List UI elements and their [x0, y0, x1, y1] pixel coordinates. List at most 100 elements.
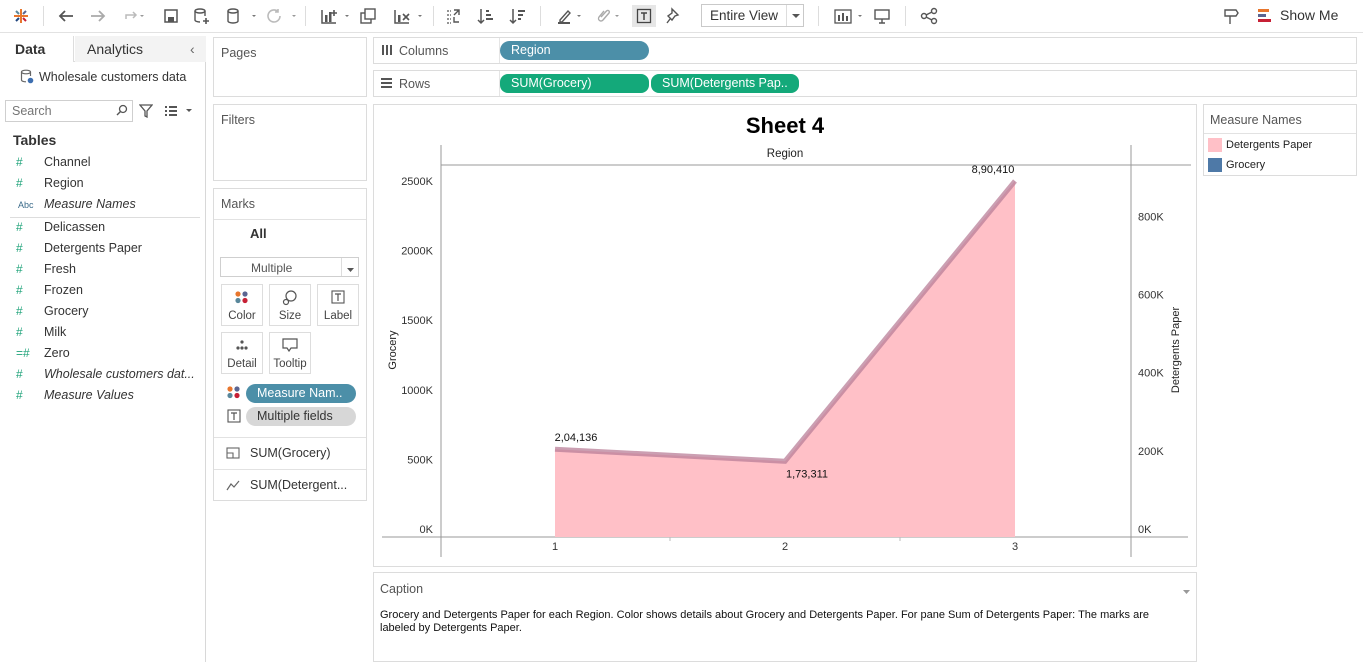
swap-rows-columns-icon[interactable]: [442, 5, 464, 27]
tooltip-icon: [270, 338, 310, 355]
field-label: Fresh: [44, 262, 76, 276]
search-icon[interactable]: [116, 104, 128, 119]
measure-names-pill[interactable]: Measure Nam..: [246, 384, 356, 403]
toolbar: Entire View Show Me: [0, 0, 1363, 33]
sort-descending-icon[interactable]: [507, 5, 529, 27]
y-left-tick-label: 0K: [420, 524, 434, 536]
fit-dropdown-value: Entire View: [710, 8, 779, 23]
columns-shelf[interactable]: Columns Region: [373, 37, 1357, 64]
field-fresh[interactable]: # Fresh: [0, 260, 200, 280]
field-detergents-paper[interactable]: # Detergents Paper: [0, 239, 200, 259]
sum-grocery-pill[interactable]: SUM(Grocery): [500, 74, 649, 93]
show-cards-icon[interactable]: [830, 5, 866, 27]
field-label: Detergents Paper: [44, 241, 142, 255]
marks-tab-detergents[interactable]: SUM(Detergent...: [214, 470, 366, 501]
tab-data[interactable]: Data: [0, 36, 74, 62]
color-button[interactable]: Color: [221, 284, 263, 326]
area-chart[interactable]: Sheet 4 Region 0K 500K 1000K 1500K 2000K 2500…: [374, 105, 1196, 566]
legend-item[interactable]: Detergents Paper: [1204, 137, 1356, 157]
field-wholesale-customers-dat[interactable]: # Wholesale customers dat...: [0, 365, 200, 385]
marks-all-tab[interactable]: All: [250, 226, 267, 241]
sort-ascending-icon[interactable]: [475, 5, 497, 27]
field-label: Measure Names: [44, 197, 136, 211]
sum-detergents-pill[interactable]: SUM(Detergents Pap..: [651, 74, 799, 93]
field-zero[interactable]: =# Zero: [0, 344, 200, 364]
marks-card: Marks All Multiple Color Size Label Deta…: [213, 188, 367, 501]
show-mark-labels-icon[interactable]: [632, 5, 656, 27]
collapse-pane-icon[interactable]: ‹: [190, 41, 195, 57]
detergents-edge-line: [554, 179, 1017, 464]
view-options-icon[interactable]: [164, 105, 192, 120]
refresh-icon[interactable]: [262, 5, 300, 27]
data-label: 1,73,311: [786, 468, 828, 480]
color-encoding-icon: [226, 385, 242, 402]
field-frozen[interactable]: # Frozen: [0, 281, 200, 301]
pages-shelf[interactable]: Pages: [213, 37, 367, 97]
field-measure-names[interactable]: Abc Measure Names: [0, 195, 200, 215]
filter-icon[interactable]: [138, 104, 154, 121]
story-signpost-icon[interactable]: [1220, 5, 1242, 27]
size-button[interactable]: Size: [269, 284, 311, 326]
highlight-icon[interactable]: [552, 5, 586, 27]
legend-swatch: [1208, 138, 1222, 152]
fix-axes-icon[interactable]: [663, 5, 685, 27]
number-type-icon: #: [16, 388, 23, 402]
field-measure-values[interactable]: # Measure Values: [0, 386, 200, 406]
marks-tab-grocery[interactable]: SUM(Grocery): [214, 438, 366, 469]
caption-title: Caption: [380, 582, 424, 596]
datasource-item[interactable]: Wholesale customers data: [0, 64, 206, 90]
new-worksheet-icon[interactable]: [315, 5, 353, 27]
area-detergents-paper: [555, 181, 1015, 537]
redo-icon[interactable]: [87, 5, 109, 27]
save-icon[interactable]: [160, 5, 182, 27]
data-label: 2,04,136: [555, 432, 598, 444]
number-type-icon: #: [16, 155, 23, 169]
rows-icon: [380, 77, 393, 92]
undo-icon[interactable]: [55, 5, 77, 27]
mark-type-dropdown[interactable]: Multiple: [220, 257, 359, 277]
new-datasource-icon[interactable]: [191, 5, 213, 27]
multiple-fields-pill[interactable]: Multiple fields: [246, 407, 356, 426]
presentation-mode-icon[interactable]: [871, 5, 893, 27]
share-icon[interactable]: [918, 5, 940, 27]
field-milk[interactable]: # Milk: [0, 323, 200, 343]
rows-shelf[interactable]: Rows SUM(Grocery) SUM(Detergents Pap..: [373, 70, 1357, 97]
detail-button[interactable]: Detail: [221, 332, 263, 374]
clear-sheet-icon[interactable]: [388, 5, 426, 27]
filters-title: Filters: [221, 113, 256, 127]
show-me-icon: [1258, 8, 1272, 27]
legend-label: Grocery: [1226, 159, 1266, 171]
duplicate-sheet-icon[interactable]: [357, 5, 379, 27]
rows-label: Rows: [399, 77, 431, 91]
field-delicassen[interactable]: # Delicassen: [0, 218, 200, 238]
field-label: Frozen: [44, 283, 83, 297]
number-type-icon: #: [16, 367, 23, 381]
x-tick-label: 1: [552, 541, 558, 553]
number-type-icon: #: [16, 176, 23, 190]
y-left-tick-label: 2500K: [401, 176, 433, 188]
region-pill[interactable]: Region: [500, 41, 649, 60]
marks-tab-grocery-label: SUM(Grocery): [250, 446, 331, 460]
y-right-tick-label: 600K: [1138, 290, 1164, 302]
label-button[interactable]: Label: [317, 284, 359, 326]
field-region[interactable]: # Region: [0, 174, 200, 194]
tab-analytics[interactable]: Analytics: [75, 36, 206, 62]
field-channel[interactable]: # Channel: [0, 153, 200, 173]
number-type-icon: #: [16, 304, 23, 318]
legend-item[interactable]: Grocery: [1204, 157, 1356, 177]
pause-updates-icon[interactable]: [222, 5, 260, 27]
legend-swatch: [1208, 158, 1222, 172]
group-members-icon[interactable]: [590, 5, 624, 27]
field-label: Measure Values: [44, 388, 134, 402]
tableau-logo-icon[interactable]: [10, 5, 32, 27]
caption-menu-icon[interactable]: [1182, 585, 1191, 599]
detail-icon: [222, 338, 262, 355]
filters-shelf[interactable]: Filters: [213, 104, 367, 181]
tooltip-button[interactable]: Tooltip: [269, 332, 311, 374]
tab-analytics-label: Analytics: [87, 41, 144, 57]
y-left-axis-title: Grocery: [387, 330, 399, 370]
replay-icon[interactable]: [117, 5, 151, 27]
fit-dropdown[interactable]: Entire View: [701, 4, 804, 27]
field-grocery[interactable]: # Grocery: [0, 302, 200, 322]
search-input[interactable]: [6, 101, 114, 121]
